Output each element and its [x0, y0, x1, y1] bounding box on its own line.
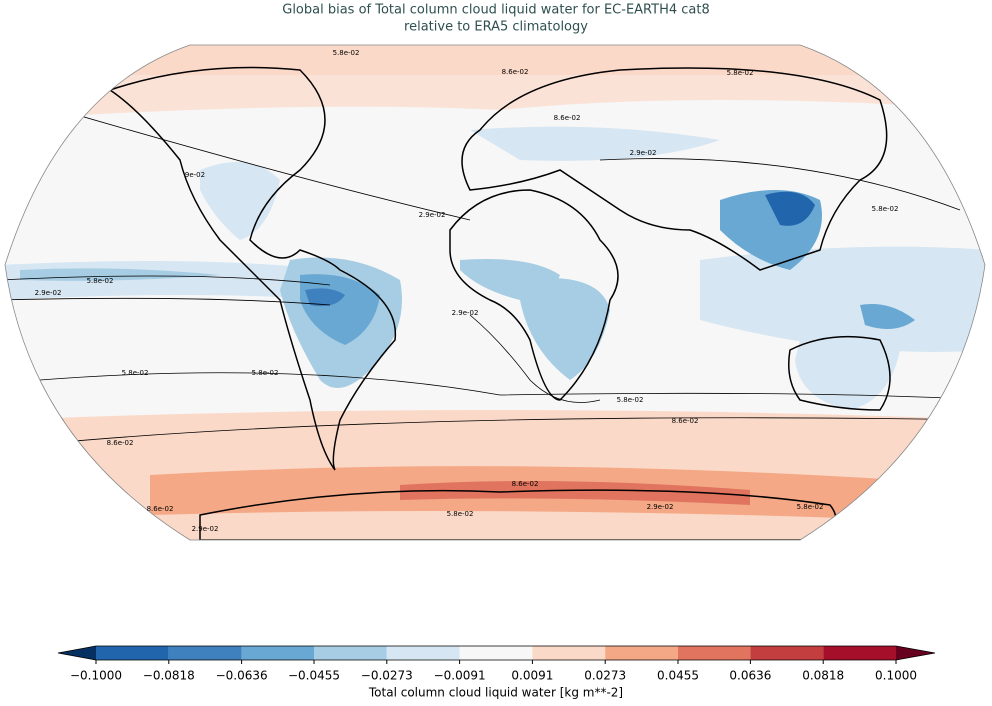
colorbar-bin [314, 646, 387, 660]
colorbar-bin [386, 646, 460, 660]
colorbar-bin [823, 646, 896, 660]
bias-region [860, 304, 915, 329]
colorbar-label: Total column cloud liquid water [kg m**-… [368, 686, 623, 700]
contour-label: 8.6e-02 [147, 505, 174, 513]
bias-region [305, 288, 345, 307]
colorbar-extend-over [896, 646, 935, 660]
bias-region [700, 246, 985, 352]
contour-label: 8.6e-02 [554, 114, 581, 122]
colorbar-bin [678, 646, 751, 660]
subtitle: relative to ERA5 climatology [404, 20, 588, 35]
contour-label: 5.8e-02 [797, 503, 824, 511]
colorbar-bin [532, 646, 606, 660]
colorbar-tick-label: 0.0636 [729, 669, 771, 683]
bias-region [5, 45, 985, 120]
contour-label: 8.6e-02 [512, 480, 539, 488]
colorbar-tick-label: −0.0818 [143, 669, 195, 683]
colorbar-bin [96, 646, 169, 660]
bias-region [795, 336, 900, 410]
bias-region [520, 278, 610, 380]
colorbar-bin [605, 646, 678, 660]
bias-region [400, 481, 750, 505]
bias-region [20, 268, 220, 281]
colorbar-bin [750, 646, 824, 660]
contour-label: 9e-02 [185, 171, 205, 179]
contour-label: 2.9e-02 [647, 503, 674, 511]
colorbar-bin [241, 646, 314, 660]
colorbar-tick-label: 0.0455 [657, 669, 699, 683]
bias-region [200, 162, 280, 240]
bias-region [765, 191, 815, 226]
bias-region [470, 126, 720, 161]
colorbar-tick-label: 0.0091 [511, 669, 553, 683]
contour-label: 2.9e-02 [419, 211, 446, 219]
contour-label: 8.6e-02 [672, 417, 699, 425]
colorbar-tick-label: 0.1000 [875, 669, 917, 683]
colorbar-extend-under [58, 646, 96, 660]
contour-label: 2.9e-02 [452, 309, 479, 317]
colorbar-tick-label: −0.1000 [70, 669, 122, 683]
colorbar-tick-label: 0.0273 [584, 669, 626, 683]
contour-label: 2.9e-02 [192, 525, 219, 533]
contours [5, 109, 985, 446]
contour-label: 5.8e-02 [252, 369, 279, 377]
map [5, 45, 985, 540]
colorbar-tick-label: −0.0091 [434, 669, 486, 683]
map-border [4, 44, 986, 541]
contour-label: 2.9e-02 [630, 149, 657, 157]
contour-label: 5.8e-02 [122, 369, 149, 377]
contour-label: 5.8e-02 [727, 69, 754, 77]
contour-label: 5.8e-02 [87, 277, 114, 285]
contour-label: 5.8e-02 [333, 49, 360, 57]
contour-label: 5.8e-02 [447, 510, 474, 518]
colorbar-bin [459, 646, 533, 660]
colorbar-tick-label: −0.0636 [216, 669, 268, 683]
contour-label: 5.8e-02 [872, 205, 899, 213]
contour-label: 8.6e-02 [107, 439, 134, 447]
colorbar-bin [168, 646, 242, 660]
contour-label: 2.9e-02 [35, 289, 62, 297]
colorbar-tick-label: −0.0455 [288, 669, 340, 683]
colorbar-tick-label: 0.0818 [802, 669, 844, 683]
title: Global bias of Total column cloud liquid… [282, 3, 709, 18]
contour-label: 5.8e-02 [617, 396, 644, 404]
colorbar-tick-label: −0.0273 [361, 669, 413, 683]
contour-label: 8.6e-02 [502, 68, 529, 76]
